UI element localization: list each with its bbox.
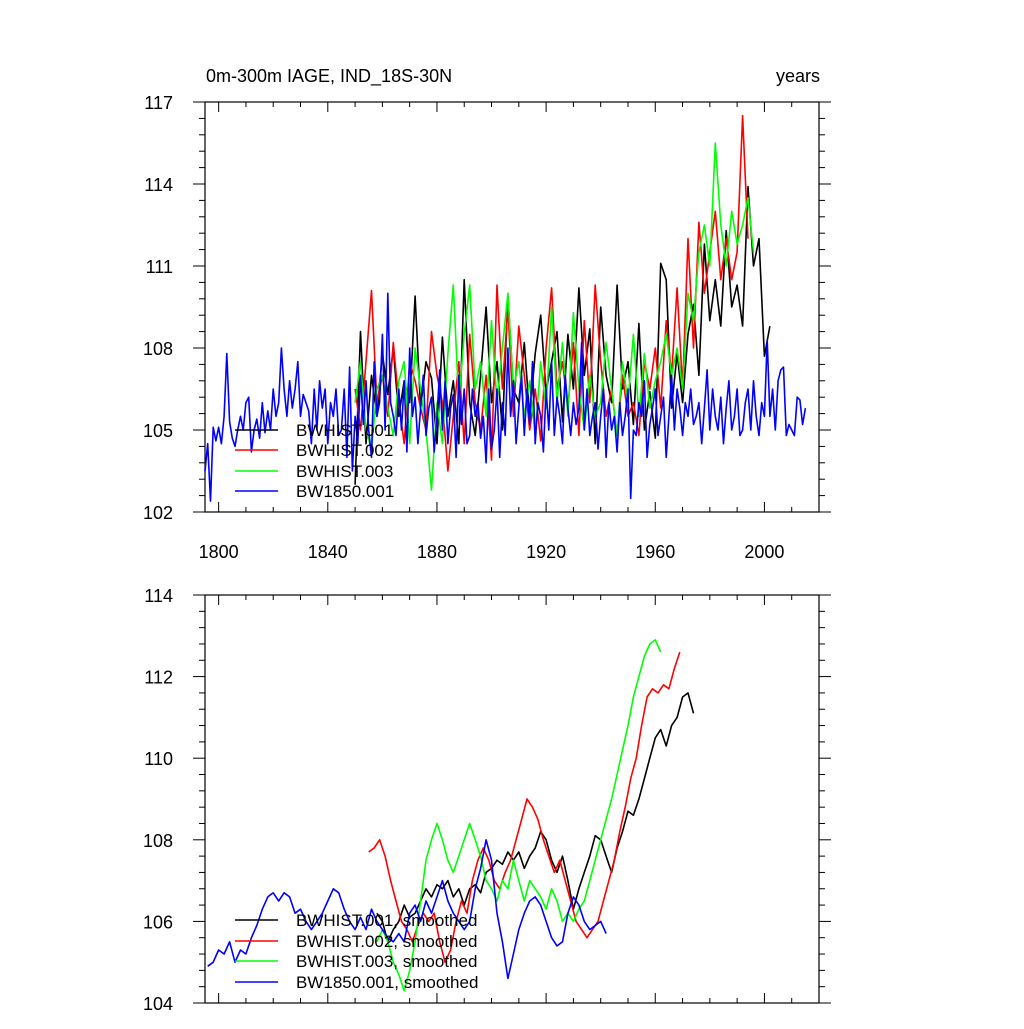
bottom-legend: BWHIST.001, smoothed BWHIST.002, smoothe… <box>235 911 478 992</box>
top-series-group <box>204 114 807 502</box>
bottom-axis-ticks: 104 106 108 110 112 114 <box>143 586 831 1014</box>
legend-label-bwhist-002: BWHIST.002 <box>296 441 393 460</box>
y-tick-label-104: 104 <box>143 994 173 1014</box>
legend-label-bwhist-001-smoothed: BWHIST.001, smoothed <box>296 911 477 930</box>
legend-label-bw1850-001-smoothed: BW1850.001, smoothed <box>296 973 478 992</box>
y-tick-label-108: 108 <box>143 831 173 851</box>
legend-label-bwhist-003: BWHIST.003 <box>296 462 393 481</box>
top-panel: 1800 1840 1880 1920 1960 2000 102 105 108 111 114 1… <box>143 93 831 562</box>
y-tick-label-108: 108 <box>143 339 173 359</box>
top-legend: BWHIST.001 BWHIST.002 BWHIST.003 BW1850.… <box>235 421 394 501</box>
y-tick-label-106: 106 <box>143 912 173 932</box>
x-tick-label-1840: 1840 <box>308 542 348 562</box>
x-tick-label-1920: 1920 <box>526 542 566 562</box>
chart-title: 0m-300m IAGE, IND_18S-30N <box>206 66 452 87</box>
series-line-bw1850-001 <box>204 292 807 502</box>
series-line-bwhist-003-smoothed <box>376 639 662 992</box>
series-line-bwhist-002 <box>354 114 749 472</box>
y-tick-label-102: 102 <box>143 503 173 523</box>
legend-label-bwhist-003-smoothed: BWHIST.003, smoothed <box>296 952 477 971</box>
x-tick-label-2000: 2000 <box>744 542 784 562</box>
legend-label-bwhist-002-smoothed: BWHIST.002, smoothed <box>296 932 477 951</box>
bottom-panel: 104 106 108 110 112 114 BWHIST.001, smoothed … <box>143 586 831 1014</box>
y-tick-label-117: 117 <box>144 93 173 113</box>
top-axis-ticks: 1800 1840 1880 1920 1960 2000 102 105 108 111 114 1… <box>143 93 831 562</box>
series-line-bw1850-001-smoothed <box>207 838 607 980</box>
top-plot-frame <box>204 101 820 513</box>
bottom-plot-frame <box>204 594 820 1004</box>
units-label: years <box>776 66 820 86</box>
x-tick-label-1960: 1960 <box>635 542 675 562</box>
y-tick-label-111: 111 <box>146 257 173 277</box>
y-tick-label-105: 105 <box>143 421 173 441</box>
series-line-bwhist-001 <box>354 185 771 485</box>
x-tick-label-1880: 1880 <box>417 542 457 562</box>
y-tick-label-114: 114 <box>144 586 173 606</box>
y-tick-label-114: 114 <box>144 175 173 195</box>
y-tick-label-110: 110 <box>144 749 173 769</box>
x-tick-label-1800: 1800 <box>199 542 239 562</box>
bottom-series-group <box>207 639 695 992</box>
y-tick-label-112: 112 <box>144 668 173 688</box>
series-line-bwhist-001-smoothed <box>376 692 695 943</box>
legend-label-bwhist-001: BWHIST.001 <box>296 421 393 440</box>
legend-label-bw1850-001: BW1850.001 <box>296 482 394 501</box>
